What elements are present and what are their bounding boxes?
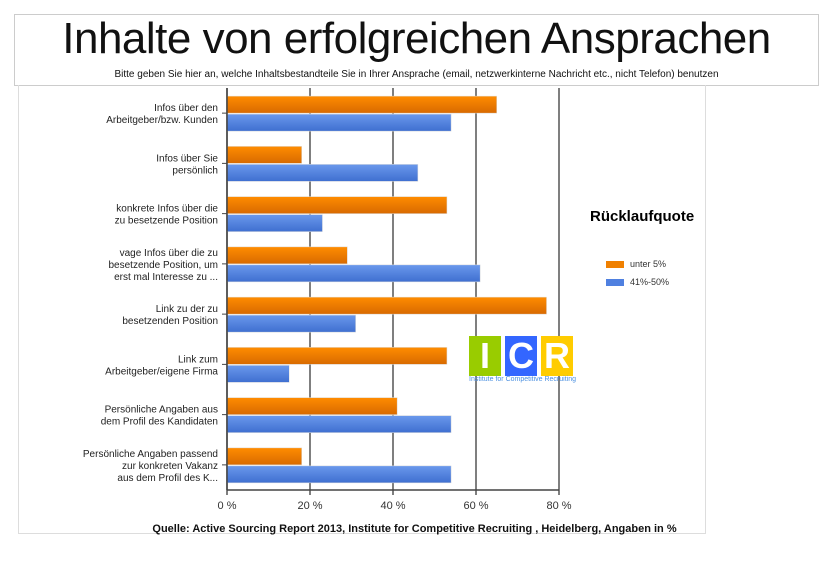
legend-swatch (606, 261, 624, 269)
bar-41-50 (226, 214, 323, 232)
category-label: Persönliche Angaben passend (83, 449, 218, 460)
logo-letter: R (541, 336, 573, 376)
bar-41-50 (226, 164, 419, 182)
category-label: zu besetzende Position (115, 216, 218, 227)
category-label: Persönliche Angaben aus (105, 405, 218, 416)
bar-unter-5 (226, 296, 547, 315)
category-label: aus dem Profil des K... (117, 473, 218, 484)
logo-letter: I (469, 336, 501, 376)
category-label: Arbeitgeber/bzw. Kunden (106, 115, 218, 126)
source-note: Quelle: Active Sourcing Report 2013, Ins… (152, 523, 677, 535)
category-label: Infos über den (154, 103, 218, 114)
bar-41-50 (226, 113, 452, 132)
category-label: dem Profil des Kandidaten (101, 417, 218, 428)
legend-title: Rücklaufquote (590, 208, 695, 225)
bar-unter-5 (226, 397, 398, 415)
category-label: konkrete Infos über die (116, 204, 218, 215)
bar-unter-5 (226, 246, 348, 265)
bar-41-50 (226, 365, 290, 383)
legend-item-unter-5: unter 5% (606, 259, 666, 269)
bar-41-50 (226, 264, 481, 283)
bar-41-50 (226, 415, 452, 433)
legend-item-41-50: 41%-50% (606, 277, 669, 287)
x-tick-label: 80 % (546, 500, 571, 512)
category-label: zur konkreten Vakanz (122, 461, 218, 472)
category-label: Link zu der zu (156, 304, 218, 315)
x-tick-label: 40 % (380, 500, 405, 512)
x-tick-label: 0 % (218, 500, 237, 512)
category-label: Link zum (178, 354, 218, 365)
bar-unter-5 (226, 347, 448, 365)
logo-text: Institute for Competitive Recruiting (469, 376, 576, 383)
title-box: Inhalte von erfolgreichen Ansprachen Bit… (14, 14, 819, 86)
legend-swatch (606, 279, 624, 287)
x-tick-label: 20 % (297, 500, 322, 512)
category-label: Infos über Sie (156, 153, 218, 164)
bar-unter-5 (226, 447, 302, 466)
bar-41-50 (226, 465, 452, 484)
legend-label: 41%-50% (630, 277, 670, 287)
x-tick-label: 60 % (463, 500, 488, 512)
category-label: besetzende Position, um (108, 260, 218, 271)
bar-41-50 (226, 314, 356, 333)
category-label: vage Infos über die zu (120, 248, 218, 259)
bar-unter-5 (226, 95, 497, 114)
legend-label: unter 5% (630, 259, 667, 269)
category-label: besetzenden Position (122, 316, 218, 327)
category-label: erst mal Interesse zu ... (114, 272, 218, 283)
logo-letter: C (505, 336, 537, 376)
page-title: Inhalte von erfolgreichen Ansprachen (62, 14, 771, 63)
category-label: Arbeitgeber/eigene Firma (105, 366, 218, 377)
bar-unter-5 (226, 146, 302, 164)
subtitle: Bitte geben Sie hier an, welche Inhaltsb… (114, 69, 719, 80)
bar-unter-5 (226, 196, 448, 214)
chart-frame (18, 85, 706, 534)
category-label: persönlich (172, 165, 218, 176)
